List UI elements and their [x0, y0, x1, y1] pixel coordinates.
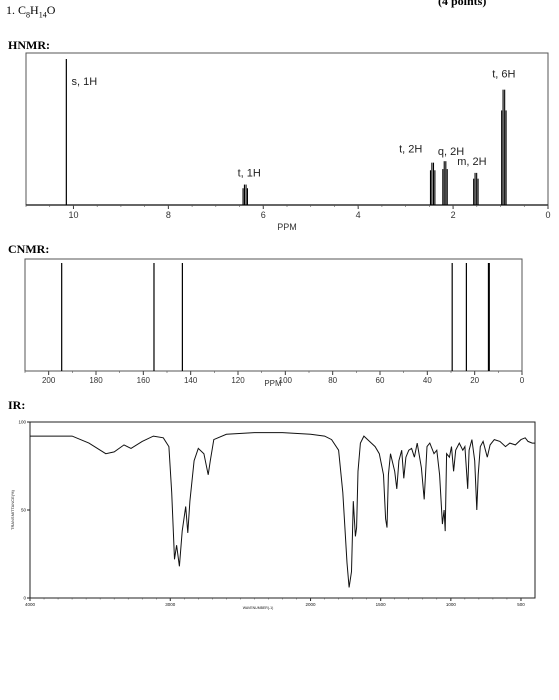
hnmr-tick-label: 10 — [68, 210, 78, 220]
ir-tick-label: 1000 — [446, 602, 457, 607]
hnmr-peak-label: t, 1H — [238, 168, 261, 180]
problem-formula: 1. C8H14O — [6, 3, 56, 20]
cnmr-tick-label: 160 — [137, 376, 151, 385]
cnmr-tick-label: 180 — [89, 376, 103, 385]
hnmr-tick-label: 4 — [356, 210, 361, 220]
hnmr-tick-label: 2 — [451, 210, 456, 220]
ir-spectrum-line — [30, 432, 535, 588]
cnmr-tick-label: 200 — [42, 376, 56, 385]
hnmr-tick-label: 0 — [545, 210, 550, 220]
hnmr-tick-label: 8 — [166, 210, 171, 220]
cnmr-tick-label: 80 — [328, 376, 337, 385]
ir-y-tick-label: 100 — [18, 420, 26, 425]
ir-x-axis-label: WAVENUMBER(-1) — [243, 606, 274, 610]
hnmr-chart: 10 8 6 4 2 0 s, 1H t, 1H t, 2H q, 2Hm, 2H t, 6H PP… — [25, 52, 551, 232]
hnmr-peak-label: q, 2H — [438, 146, 464, 158]
cnmr-tick-label: 120 — [231, 376, 245, 385]
hnmr-peak-label: s, 1H — [71, 76, 97, 88]
cnmr-tick-label: 60 — [376, 376, 385, 385]
ir-tick-label: 2000 — [306, 602, 317, 607]
hnmr-x-axis-label: PPM — [277, 222, 297, 232]
cnmr-tick-label: 0 — [520, 376, 525, 385]
cnmr-frame — [24, 258, 523, 372]
cnmr-tick-label: 100 — [279, 376, 293, 385]
cnmr-x-axis-label: PPM — [264, 379, 282, 388]
ir-tick-label: 4000 — [25, 602, 36, 607]
cnmr-tick-label: 40 — [423, 376, 432, 385]
ir-tick-label: 3000 — [165, 602, 176, 607]
hnmr-frame — [25, 52, 549, 206]
ir-y-tick-label: 50 — [21, 508, 27, 513]
hnmr-tick-label: 6 — [261, 210, 266, 220]
hnmr-label: HNMR: — [8, 38, 50, 52]
cnmr-tick-label: 20 — [470, 376, 479, 385]
hnmr-peak-label: m, 2H — [457, 156, 486, 168]
ir-y-tick-label: 0 — [23, 596, 26, 601]
ir-frame — [29, 421, 536, 599]
ir-chart: 4000 3000 2000 1500 1000 500 0 50 100 WAVENUMBER… — [10, 420, 536, 610]
ir-tick-label: 500 — [517, 602, 525, 607]
cnmr-chart: 200 180 160 140 120 100 80 60 40 20 0 PPM — [24, 258, 525, 388]
cnmr-label: CNMR: — [8, 242, 50, 256]
hnmr-peak-label: t, 6H — [492, 69, 515, 81]
ir-label: IR: — [8, 398, 26, 412]
hnmr-peak-label: t, 2H — [399, 144, 422, 156]
ir-y-axis-label: TRANSMITTANCE(%) — [10, 489, 15, 530]
cnmr-tick-label: 140 — [184, 376, 198, 385]
problem-points: (4 points) — [438, 0, 487, 8]
ir-tick-label: 1500 — [376, 602, 387, 607]
